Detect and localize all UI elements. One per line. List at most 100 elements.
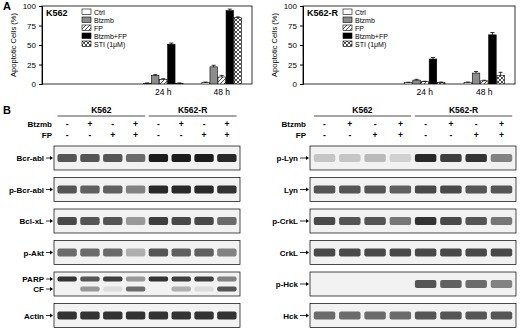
band [172,186,191,194]
band-label: p-Akt [24,249,45,258]
treatment-sign: - [374,119,377,129]
treatment-sign: - [348,130,351,140]
band [103,277,122,282]
error-cap [212,65,216,66]
band [390,249,411,257]
y-tick: 25 [27,61,42,70]
bar [218,77,225,84]
legend-label: STI (1μM) [355,41,386,49]
band [126,217,145,225]
band [80,249,99,257]
blot-box [310,304,516,328]
bars [143,9,241,84]
y-tick-mark [300,26,303,27]
y-tick-label: 75 [288,22,297,31]
band [149,287,168,292]
bar [168,44,175,84]
band [364,186,385,194]
blot-box [54,304,240,328]
bar [421,82,429,84]
arrow-head [50,251,53,255]
treatment-sign: + [398,119,403,129]
figure: A B 0 25 50 75 100 24 h 48 h Apoptotic Cells (%) K… [0,0,520,335]
arrow-head [306,314,309,318]
band [364,312,385,320]
band [57,312,76,320]
band [440,249,461,257]
band [57,277,76,282]
y-tick-label: 25 [27,61,36,70]
y-axis-title: Apoptotic Cells (%) [9,13,18,77]
band [80,217,99,225]
bar [176,83,183,84]
y-tick: 0 [293,80,303,89]
band [491,312,512,320]
panel-label: B [3,104,11,116]
treatment-sign: + [133,119,138,129]
error-cap [161,78,165,79]
legend-swatch [343,17,352,23]
band [103,312,122,320]
x-tick-label: 24 h [155,87,172,97]
band [415,280,436,288]
y-tick-label: 100 [23,2,37,11]
treatment-sign: + [87,119,92,129]
chart: 025507510024 h48 hApoptotic Cells (%)K56… [270,2,515,97]
x-tick: 24 h [416,84,433,97]
x-tick-label: 48 h [213,87,230,97]
y-tick-mark [300,84,303,85]
band-label: Lyn [284,186,298,195]
bar [405,82,413,84]
band [364,249,385,257]
band [465,154,486,162]
band [217,186,236,194]
legend-swatch [343,25,352,31]
band [339,312,360,320]
treatment-sign: + [499,119,504,129]
x-tick: 24 h [155,84,172,97]
legend-entry: Ctrl [343,9,366,16]
band [415,154,436,162]
band-label: p-Bcr-abl [9,186,44,195]
treatment-sign: - [89,130,92,140]
legend-swatch [343,41,352,47]
legend-swatch [82,17,91,23]
x-tick-label: 24 h [416,87,433,97]
blot-box [54,272,240,296]
error-cap [228,9,232,10]
legend-entry: Btzmb [82,17,114,24]
y-tick: 0 [32,80,42,89]
band [465,249,486,257]
treatment-label: Btzmb [282,120,307,129]
y-tick-label: 50 [288,41,297,50]
blot-box [310,146,516,170]
band [126,312,145,320]
y-tick-label: 25 [288,61,297,70]
legend: CtrlBtzmbFPBtzmb+FPSTI (1μM) [82,9,127,49]
band [194,249,213,257]
treatment-sign: - [157,130,160,140]
treatment-sign: - [323,130,326,140]
treatment-sign: - [111,119,114,129]
legend-entry: Btzmb+FP [82,33,127,40]
legend-swatch [343,9,352,15]
panel-label: A [3,0,11,12]
band-label: Hck [283,312,298,321]
error-cap [423,81,427,82]
band [314,280,335,288]
band [415,312,436,320]
treatment-label: FP [296,131,307,140]
band [149,186,168,194]
band [80,186,99,194]
bar [489,35,497,84]
band [314,249,335,257]
legend-label: Btzmb+FP [355,33,388,40]
group-label: K562 [352,105,373,115]
x-tick-label: 48 h [476,87,493,97]
band [440,217,461,225]
band [172,249,191,257]
band [57,217,76,225]
band-label: CrkL [280,249,298,258]
bar [497,75,505,84]
band [390,154,411,162]
